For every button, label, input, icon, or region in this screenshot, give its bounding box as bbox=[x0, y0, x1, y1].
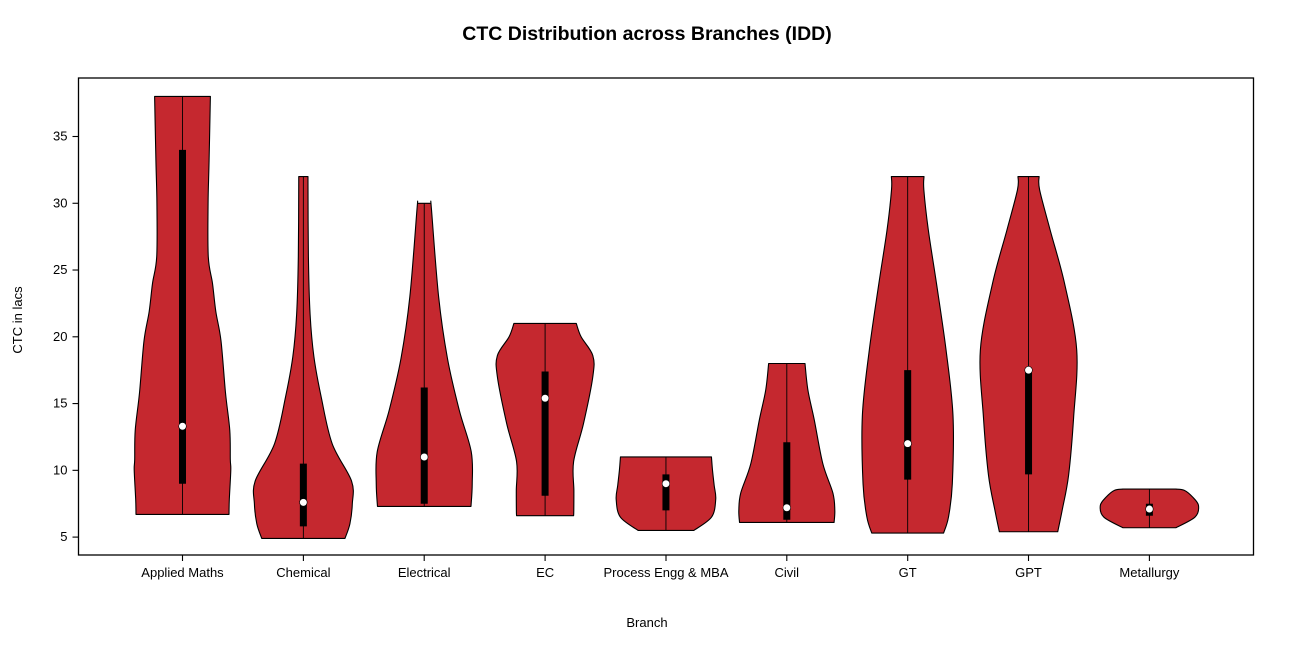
svg-text:5: 5 bbox=[60, 529, 67, 544]
svg-text:GPT: GPT bbox=[1015, 565, 1042, 580]
svg-text:Metallurgy: Metallurgy bbox=[1119, 565, 1179, 580]
svg-text:Chemical: Chemical bbox=[276, 565, 330, 580]
svg-text:15: 15 bbox=[53, 396, 67, 411]
svg-text:20: 20 bbox=[53, 329, 67, 344]
svg-text:Applied Maths: Applied Maths bbox=[141, 565, 224, 580]
svg-text:Civil: Civil bbox=[775, 565, 800, 580]
svg-text:Electrical: Electrical bbox=[398, 565, 451, 580]
svg-text:35: 35 bbox=[53, 129, 67, 144]
svg-text:30: 30 bbox=[53, 195, 67, 210]
svg-text:25: 25 bbox=[53, 262, 67, 277]
svg-text:EC: EC bbox=[536, 565, 554, 580]
svg-text:10: 10 bbox=[53, 462, 67, 477]
svg-text:GT: GT bbox=[899, 565, 917, 580]
svg-text:Process Engg & MBA: Process Engg & MBA bbox=[604, 565, 729, 580]
